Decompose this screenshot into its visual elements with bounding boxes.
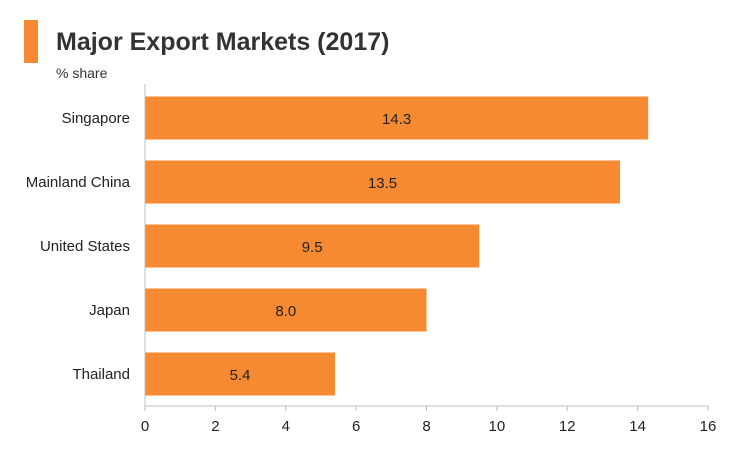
chart-subtitle: % share [56,65,108,81]
x-tick-label-5: 10 [489,418,506,435]
x-tick-label-3: 6 [352,418,360,435]
x-tick-label-2: 4 [282,418,290,435]
bar-3 [145,288,427,332]
data-label-3: 8.0 [275,303,296,320]
x-tick-label-4: 8 [422,418,430,435]
data-label-0: 14.3 [382,111,411,128]
x-tick-label-7: 14 [629,418,646,435]
bar-4 [145,352,336,396]
x-tick-label-6: 12 [559,418,576,435]
category-label-3: Japan [89,302,130,319]
x-tick-label-1: 2 [211,418,219,435]
bar-1 [145,160,621,204]
data-label-1: 13.5 [368,175,397,192]
category-label-2: United States [40,238,130,255]
x-tick-label-0: 0 [141,418,149,435]
x-tick-label-8: 16 [700,418,717,435]
bar-0 [145,96,649,140]
chart-title: Major Export Markets (2017) [56,28,390,56]
data-label-4: 5.4 [230,367,251,384]
category-label-4: Thailand [72,366,130,383]
category-label-0: Singapore [62,110,130,127]
data-label-2: 9.5 [302,239,323,256]
bar-2 [145,224,480,268]
title-accent-bar [24,20,38,63]
category-label-1: Mainland China [26,174,131,191]
